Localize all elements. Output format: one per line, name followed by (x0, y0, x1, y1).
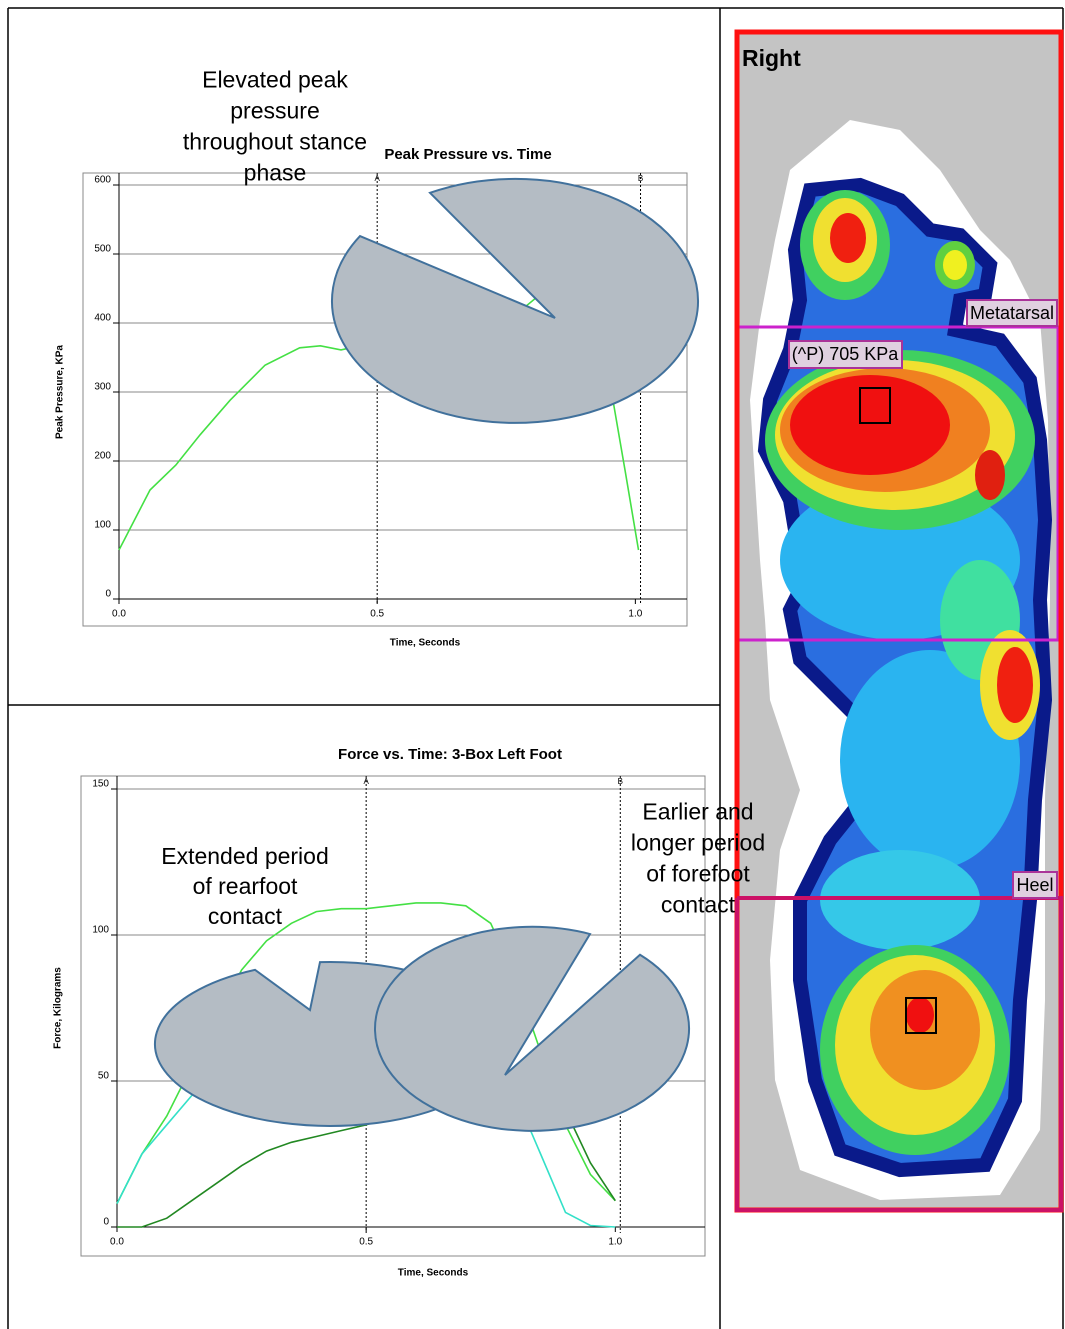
x-tick-label: 1.0 (608, 1237, 622, 1248)
callout-text: throughout stance (183, 129, 367, 155)
time-marker-label: B (638, 174, 643, 183)
x-tick-label: 0.0 (112, 609, 126, 620)
chart-title: Peak Pressure vs. Time (384, 146, 551, 163)
y-axis-label: Force, Kilograms (53, 967, 64, 1049)
callout-text: phase (244, 160, 307, 186)
region-label: Metatarsal (970, 303, 1054, 323)
callout-text: Earlier and (642, 799, 753, 825)
callout-text: longer period (631, 830, 765, 856)
y-axis-label: Peak Pressure, KPa (55, 345, 66, 439)
page: Right Metatarsal (^P) 705 KPa Heel Peak … (0, 0, 1065, 1329)
y-tick-label: 50 (98, 1071, 110, 1082)
x-tick-label: 0.5 (370, 609, 384, 620)
y-tick-label: 200 (94, 451, 111, 462)
time-marker-label: A (375, 174, 381, 183)
y-tick-label: 100 (94, 520, 111, 531)
x-axis-label: Time, Seconds (390, 638, 461, 649)
callout-text: of forefoot (646, 861, 750, 887)
y-tick-label: 0 (103, 1217, 109, 1228)
foot-side: Right (742, 45, 801, 71)
peak-label: (^P) 705 KPa (792, 344, 899, 364)
y-tick-label: 600 (94, 175, 111, 186)
time-marker-label: B (618, 777, 623, 786)
callout-text: pressure (230, 98, 319, 124)
y-tick-label: 100 (92, 925, 109, 936)
y-tick-label: 400 (94, 313, 111, 324)
callout-text: contact (661, 892, 736, 918)
callout-text: Elevated peak (202, 67, 348, 93)
time-marker-label: A (363, 777, 369, 786)
pressure-map: Right Metatarsal (^P) 705 KPa Heel (737, 32, 1061, 1210)
callout-text: Extended period (161, 843, 329, 869)
chart-title: Force vs. Time: 3-Box Left Foot (338, 746, 562, 763)
x-tick-label: 1.0 (628, 609, 642, 620)
y-tick-label: 500 (94, 244, 111, 255)
callout-text: contact (208, 903, 283, 929)
region-label: Heel (1016, 875, 1053, 895)
x-tick-label: 0.0 (110, 1237, 124, 1248)
y-tick-label: 0 (105, 589, 111, 600)
callout-bubble (375, 927, 689, 1131)
callout-text: of rearfoot (193, 873, 298, 899)
x-axis-label: Time, Seconds (398, 1268, 469, 1279)
y-tick-label: 150 (92, 779, 109, 790)
x-tick-label: 0.5 (359, 1237, 373, 1248)
y-tick-label: 300 (94, 382, 111, 393)
